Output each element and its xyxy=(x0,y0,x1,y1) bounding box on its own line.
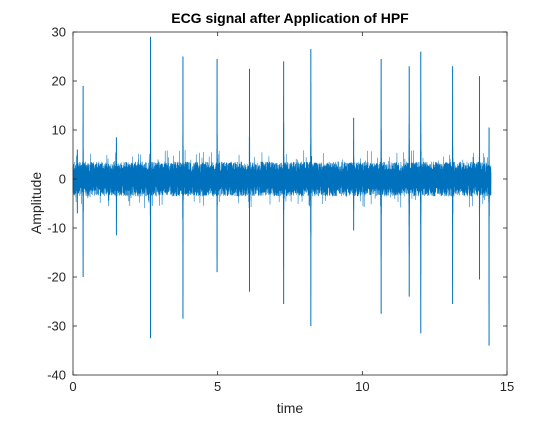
x-tick-label: 0 xyxy=(69,379,76,394)
plot-area xyxy=(73,32,507,375)
y-tick-label: -20 xyxy=(47,270,66,285)
x-tick-label: 5 xyxy=(214,379,221,394)
x-tick-label: 15 xyxy=(500,379,514,394)
chart-title: ECG signal after Application of HPF xyxy=(171,10,409,26)
y-tick-label: 20 xyxy=(52,74,66,89)
signal-trace xyxy=(72,81,492,333)
signal-layer xyxy=(72,36,492,346)
y-tick-label: 30 xyxy=(52,25,66,40)
axes-box xyxy=(72,31,508,376)
ticks-layer: 0 5 10 15 -40 -30 -20 -10 0 10 20 30 xyxy=(47,25,514,395)
x-tick-label: 10 xyxy=(355,379,369,394)
y-tick-label: 10 xyxy=(52,123,66,138)
y-axis-label: Amplitude xyxy=(28,172,44,234)
y-tick-label: -30 xyxy=(47,319,66,334)
y-tick-label: -10 xyxy=(47,221,66,236)
x-axis-label: time xyxy=(277,400,304,416)
y-tick-label: 0 xyxy=(59,172,66,187)
y-tick-label: -40 xyxy=(47,368,66,383)
